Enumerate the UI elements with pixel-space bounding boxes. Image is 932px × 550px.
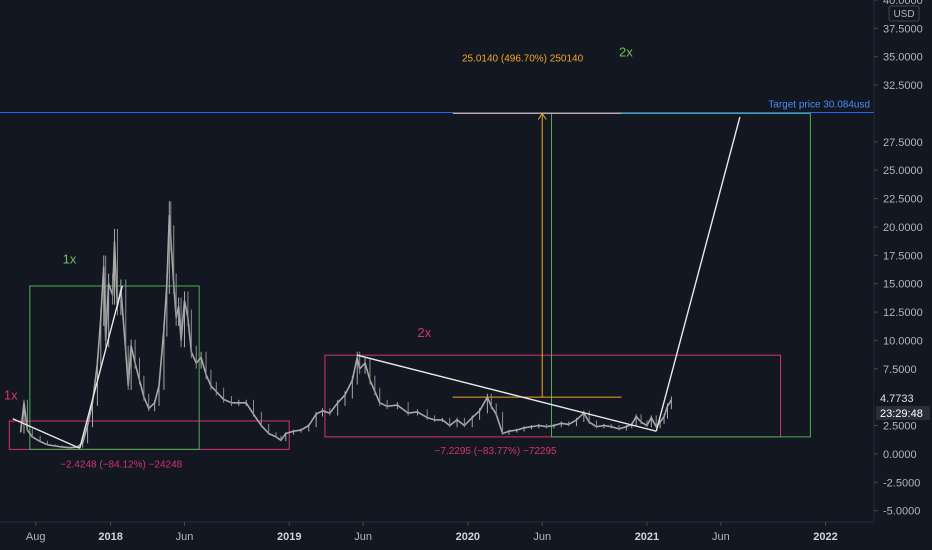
y-tick-label: 12.5000 [883,307,923,319]
trendline-up-2 [655,116,741,432]
y-tick-label: 15.0000 [883,279,923,291]
y-tick-label: 0.0000 [883,449,917,461]
price-line [19,214,673,449]
measure-down-1-label: −2.4248 (−84.12%) −24248 [60,460,182,471]
x-tick-label: 2018 [98,531,122,543]
y-tick-label: 22.5000 [883,194,923,206]
trendline-layer [12,116,741,449]
x-tick-label: 2020 [456,531,480,543]
y-tick-label: 25.0000 [883,165,923,177]
y-tick-label: -2.5000 [883,477,920,489]
trendline-up-1 [79,285,124,449]
x-tick-label: 2022 [813,531,837,543]
box-2x-pink-label: 2x [417,325,431,340]
y-tick-label: 2.5000 [883,421,917,433]
measure-up-label: 25.0140 (496.70%) 250140 [462,53,584,64]
countdown-label: 23:29:48 [880,408,923,420]
y-tick-label: 32.5000 [883,80,923,92]
y-tick-label: 17.5000 [883,250,923,262]
trendline-down-1 [12,418,81,449]
box-2x-label: 2x [619,45,633,60]
y-tick-label: 35.0000 [883,52,923,64]
box-1x-small-label: 1x [4,387,18,402]
x-tick-label: Jun [176,531,194,543]
target-price-label: Target price 30.084usd [768,100,870,111]
y-tick-label: 37.5000 [883,23,923,35]
measure-down-2-label: −7.2295 (−83.77%) −72295 [435,446,557,457]
annotation-layer: 25.0140 (496.70%) 250140 −2.4248 (−84.12… [4,45,870,471]
box-1x-label: 1x [63,251,77,266]
x-tick-label: 2019 [277,531,301,543]
green-box-2 [551,112,811,438]
price-tags: 4.7733 23:29:48 [874,391,932,420]
currency-badge[interactable] [888,5,920,22]
pink-box-2 [324,354,782,438]
x-tick-label: Jun [533,531,551,543]
drawing-layer [0,112,874,450]
measure-arrowhead [537,112,547,120]
price-series [19,201,673,449]
trendline-down-2 [357,354,657,432]
x-tick-label: 2021 [635,531,659,543]
x-tick-label: Jun [354,531,372,543]
y-tick-label: 10.0000 [883,335,923,347]
y-tick-label: 20.0000 [883,222,923,234]
y-axis[interactable]: USD 40.0000 37.5000 35.0000 32.5000 27.5000 2… [873,0,932,522]
x-axis[interactable]: Aug 2018 Jun 2019 Jun 2020 Jun 2021 Jun 2022 [0,521,874,543]
y-tick-label: -5.0000 [883,506,920,518]
y-tick-label: 27.5000 [883,137,923,149]
y-tick-label: 7.5000 [883,364,917,376]
green-box-1 [29,285,200,450]
currency-label: USD [893,9,914,20]
x-tick-label: Aug [26,531,46,543]
last-price-label: 4.7733 [880,393,914,405]
y-tick-label: 40.0000 [883,0,923,7]
x-tick-label: Jun [712,531,730,543]
